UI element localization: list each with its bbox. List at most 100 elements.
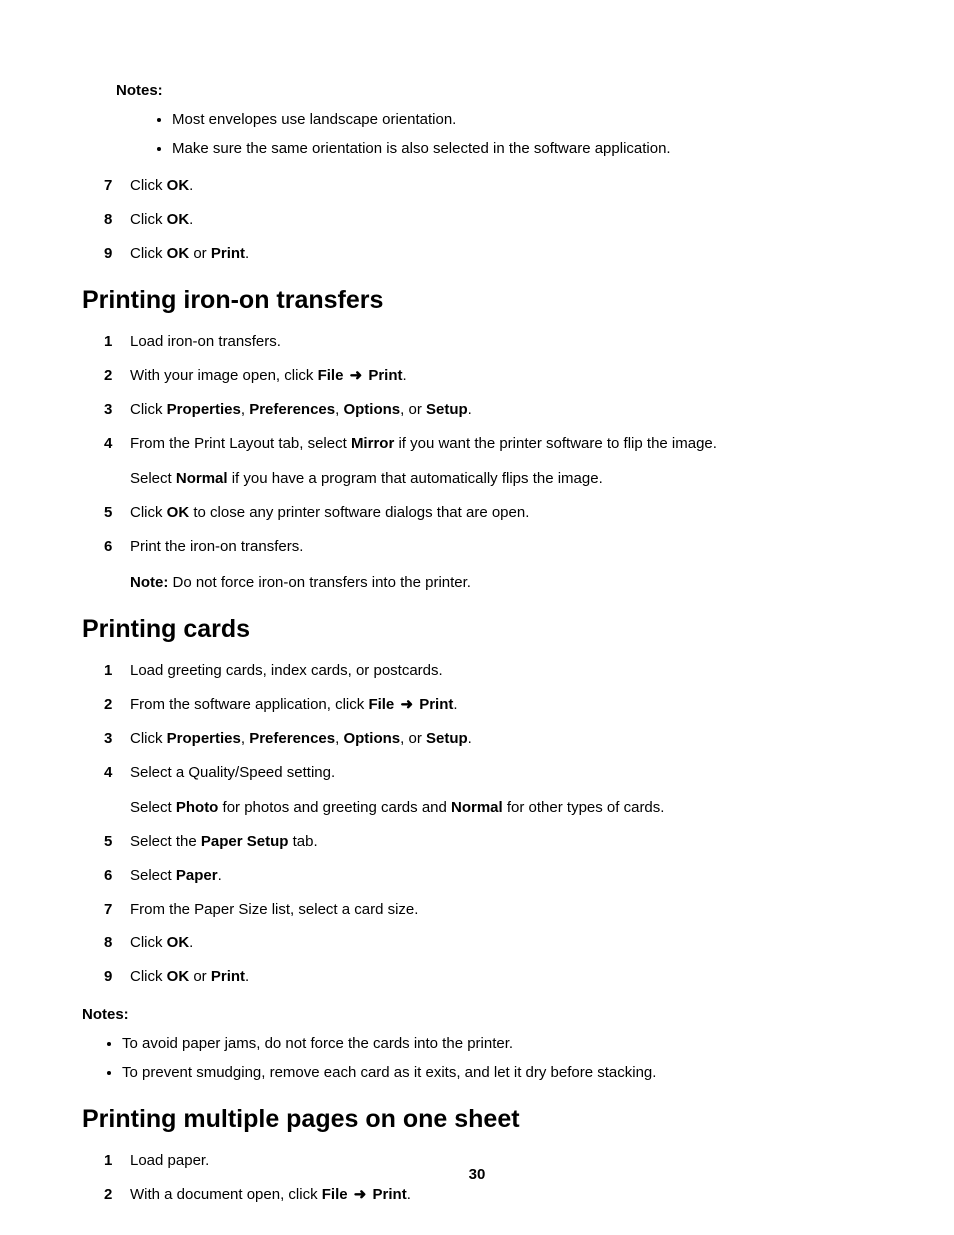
text-run: .: [218, 867, 222, 884]
text-run: Click: [130, 730, 167, 747]
text-run: or: [189, 245, 211, 262]
step-list-cards: 1Load greeting cards, index cards, or po…: [82, 660, 872, 988]
step-number: 2: [104, 365, 130, 387]
section-heading-cards: Printing cards: [82, 615, 872, 644]
text-run: Print: [368, 367, 402, 384]
text-run: ,: [241, 730, 249, 747]
text-run: Normal: [451, 799, 503, 816]
text-run: Mirror: [351, 435, 394, 452]
step-subtext: Select Photo for photos and greeting car…: [130, 797, 872, 819]
text-run: File: [368, 696, 394, 713]
document-page: Notes: Most envelopes use landscape orie…: [0, 0, 954, 1235]
text-run: , or: [400, 730, 426, 747]
text-run: if you have a program that automatically…: [228, 470, 603, 487]
step-body: Select Paper.: [130, 865, 872, 887]
section-heading-iron-on: Printing iron-on transfers: [82, 286, 872, 315]
step-item: 2With your image open, click File ➜ Prin…: [104, 365, 872, 387]
step-item: 4Select a Quality/Speed setting.Select P…: [104, 762, 872, 820]
text-run: .: [468, 401, 472, 418]
text-run: From the Print Layout tab, select: [130, 435, 351, 452]
step-body: Load greeting cards, index cards, or pos…: [130, 660, 872, 682]
text-run: Note:: [130, 574, 168, 591]
text-run: OK: [167, 211, 190, 228]
text-run: With your image open, click: [130, 367, 318, 384]
text-run: Select: [130, 799, 176, 816]
text-run: Setup: [426, 730, 468, 747]
step-body: With your image open, click File ➜ Print…: [130, 365, 872, 387]
text-run: OK: [167, 504, 190, 521]
notes-bullets: To avoid paper jams, do not force the ca…: [82, 1033, 872, 1083]
text-run: Preferences: [249, 730, 335, 747]
arrow-icon: ➜: [396, 696, 417, 713]
text-run: Properties: [167, 730, 241, 747]
text-run: Print the iron-on transfers.: [130, 538, 303, 555]
text-run: Paper Setup: [201, 833, 289, 850]
notes-bullet: To avoid paper jams, do not force the ca…: [122, 1033, 872, 1054]
text-run: With a document open, click: [130, 1186, 322, 1203]
text-run: OK: [167, 968, 190, 985]
text-run: .: [189, 177, 193, 194]
step-body: Click Properties, Preferences, Options, …: [130, 399, 872, 421]
text-run: OK: [167, 177, 190, 194]
step-number: 3: [104, 399, 130, 421]
step-body: Print the iron-on transfers. Note: Do not…: [130, 536, 872, 594]
step-body: Select a Quality/Speed setting.Select Ph…: [130, 762, 872, 820]
text-run: Load greeting cards, index cards, or pos…: [130, 662, 443, 679]
text-run: Select: [130, 470, 176, 487]
text-run: .: [453, 696, 457, 713]
step-item: 8Click OK.: [104, 932, 872, 954]
text-run: or: [189, 968, 211, 985]
step-item: 5Select the Paper Setup tab.: [104, 831, 872, 853]
text-run: Load iron-on transfers.: [130, 333, 281, 350]
step-item: 3Click Properties, Preferences, Options,…: [104, 728, 872, 750]
step-body: From the Print Layout tab, select Mirror…: [130, 433, 872, 491]
text-run: Click: [130, 177, 167, 194]
step-item: 8Click OK.: [104, 209, 872, 231]
text-run: Click: [130, 934, 167, 951]
step-body: From the Paper Size list, select a card …: [130, 899, 872, 921]
step-item: 2With a document open, click File ➜ Prin…: [104, 1184, 872, 1206]
notes-label: Notes:: [116, 82, 872, 99]
text-run: .: [189, 934, 193, 951]
step-body: Click OK.: [130, 932, 872, 954]
text-run: Select the: [130, 833, 201, 850]
text-run: File: [322, 1186, 348, 1203]
text-run: Do not force iron-on transfers into the …: [168, 574, 471, 591]
arrow-icon: ➜: [350, 1186, 371, 1203]
step-item: 7From the Paper Size list, select a card…: [104, 899, 872, 921]
step-number: 7: [104, 899, 130, 921]
step-item: 6Print the iron-on transfers. Note: Do no…: [104, 536, 872, 594]
text-run: .: [407, 1186, 411, 1203]
text-run: to close any printer software dialogs th…: [189, 504, 529, 521]
text-run: Options: [343, 730, 400, 747]
step-body: Click OK to close any printer software d…: [130, 502, 872, 524]
text-run: Photo: [176, 799, 219, 816]
text-run: .: [403, 367, 407, 384]
step-number: 1: [104, 331, 130, 353]
text-run: From the software application, click: [130, 696, 368, 713]
step-subtext: Note: Do not force iron-on transfers int…: [130, 572, 872, 594]
step-item: 4From the Print Layout tab, select Mirro…: [104, 433, 872, 491]
step-number: 5: [104, 831, 130, 853]
step-item: 7Click OK.: [104, 175, 872, 197]
step-number: 2: [104, 694, 130, 716]
step-list-iron-on: 1Load iron-on transfers.2With your image…: [82, 331, 872, 593]
notes-bullets: Most envelopes use landscape orientation…: [116, 109, 872, 159]
step-item: 9Click OK or Print.: [104, 966, 872, 988]
step-body: Click OK.: [130, 175, 872, 197]
step-item: 1Load iron-on transfers.: [104, 331, 872, 353]
step-body: Click OK or Print.: [130, 966, 872, 988]
notes-block-top: Notes: Most envelopes use landscape orie…: [116, 82, 872, 159]
text-run: Print: [419, 696, 453, 713]
text-run: ,: [241, 401, 249, 418]
step-number: 6: [104, 865, 130, 887]
step-number: 2: [104, 1184, 130, 1206]
step-number: 9: [104, 966, 130, 988]
step-body: Click OK or Print.: [130, 243, 872, 265]
step-number: 6: [104, 536, 130, 594]
text-run: Click: [130, 211, 167, 228]
page-number: 30: [0, 1166, 954, 1183]
step-number: 8: [104, 209, 130, 231]
notes-block-cards: Notes: To avoid paper jams, do not force…: [82, 1006, 872, 1083]
text-run: Select: [130, 867, 176, 884]
